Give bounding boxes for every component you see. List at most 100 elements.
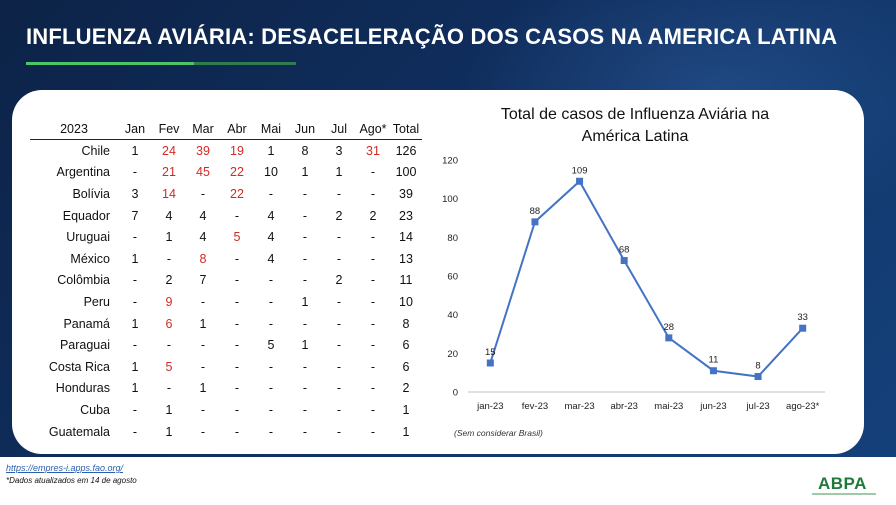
x-tick-label: mar-23	[565, 401, 595, 412]
value-cell: 1	[199, 316, 207, 331]
value-cell: 4	[199, 208, 207, 223]
value-cell: 1	[131, 359, 139, 374]
value-cell: 6	[402, 359, 410, 374]
value-cell: 14	[399, 230, 413, 245]
chart-title-line-1: Total de casos de Influenza Aviária na	[500, 106, 770, 123]
value-cell: 39	[399, 186, 413, 201]
value-cell: 2	[335, 273, 343, 288]
table-header-1: Jan	[118, 118, 152, 140]
table-row: Equador 7 4 4 - 4 - 2 2 23	[30, 205, 422, 227]
value-cell: -	[166, 251, 172, 266]
value-cell: -	[268, 294, 274, 309]
value-cell: -	[370, 338, 376, 353]
value-cell: 23	[399, 208, 413, 223]
value-cell: -	[234, 359, 240, 374]
value-cell: 5	[165, 359, 173, 374]
y-tick-label: 60	[447, 272, 458, 283]
title-underline-highlight	[26, 62, 194, 65]
value-cell: -	[132, 273, 138, 288]
data-point	[576, 177, 584, 185]
table-header-0: 2023	[30, 118, 118, 140]
value-cell: 4	[267, 208, 275, 223]
country-cell: Bolívia	[72, 186, 110, 201]
y-tick-label: 0	[453, 388, 458, 399]
data-label: 33	[797, 312, 808, 323]
value-cell: 1	[301, 338, 309, 353]
table-header-5: Mai	[254, 118, 288, 140]
country-cell: Cuba	[80, 402, 110, 417]
value-cell: 1	[131, 251, 139, 266]
value-cell: -	[370, 251, 376, 266]
value-cell: -	[234, 338, 240, 353]
country-cell: México	[70, 251, 110, 266]
value-cell: -	[336, 402, 342, 417]
value-cell: -	[370, 165, 376, 180]
value-cell: -	[302, 230, 308, 245]
table-row: Uruguai -1 4 5 4- - -14	[30, 226, 422, 248]
value-cell: -	[132, 338, 138, 353]
data-point	[665, 334, 673, 342]
data-label: 8	[755, 361, 760, 372]
cases-table: 2023 Jan Fev Mar Abr Mai Jun Jul Ago* Total Chile…	[30, 118, 422, 442]
value-cell: 1	[301, 294, 309, 309]
value-cell: -	[234, 273, 240, 288]
value-cell: -	[234, 402, 240, 417]
value-cell: 1	[335, 165, 343, 180]
value-cell: -	[302, 424, 308, 439]
value-cell: 6	[402, 338, 410, 353]
value-cell: -	[268, 359, 274, 374]
value-cell: -	[132, 294, 138, 309]
value-cell: -	[234, 316, 240, 331]
data-label: 109	[572, 165, 588, 176]
value-cell: 24	[162, 143, 176, 158]
data-point	[486, 359, 494, 367]
table-row: México 1 - 8 - 4 - - - 13	[30, 248, 422, 270]
table-row: Peru - 9 - - - 1 - - 10	[30, 291, 422, 313]
value-cell: -	[370, 316, 376, 331]
value-cell: -	[336, 316, 342, 331]
country-cell: Chile	[81, 143, 111, 158]
value-cell: 8	[199, 251, 207, 266]
value-cell: -	[200, 338, 206, 353]
value-cell: -	[302, 316, 308, 331]
table-row: Panamá 1 6 1 - - - - - 8	[30, 313, 422, 335]
value-cell: 3	[335, 143, 343, 158]
content-card	[12, 90, 864, 454]
value-cell: -	[302, 273, 308, 288]
country-cell: Honduras	[55, 381, 110, 396]
value-cell: 1	[131, 143, 139, 158]
value-cell: -	[370, 294, 376, 309]
value-cell: 7	[131, 208, 139, 223]
value-cell: -	[132, 230, 138, 245]
value-cell: 7	[199, 273, 207, 288]
value-cell: -	[200, 424, 206, 439]
value-cell: 10	[399, 294, 413, 309]
value-cell: 126	[395, 143, 417, 158]
table-row: Argentina - 21 45 22 10 1 1 - 100	[30, 162, 422, 184]
x-tick-label: ago-23*	[786, 401, 820, 412]
value-cell: 1	[131, 381, 139, 396]
country-cell: Argentina	[56, 165, 110, 180]
value-cell: 14	[162, 186, 176, 201]
x-tick-label: abr-23	[610, 401, 637, 412]
table-header-9: Total	[390, 118, 422, 140]
data-label: 88	[530, 206, 541, 217]
table-header-7: Jul	[322, 118, 356, 140]
value-cell: -	[268, 381, 274, 396]
value-cell: 5	[267, 338, 275, 353]
country-cell: Uruguai	[66, 230, 110, 245]
value-cell: -	[234, 424, 240, 439]
value-cell: 2	[335, 208, 343, 223]
value-cell: -	[370, 381, 376, 396]
value-cell: -	[234, 381, 240, 396]
value-cell: 22	[230, 186, 244, 201]
value-cell: 31	[366, 143, 380, 158]
value-cell: -	[336, 359, 342, 374]
value-cell: -	[336, 251, 342, 266]
source-link[interactable]: https://empres-i.apps.fao.org/	[6, 463, 124, 473]
chart-title-line-2: América Latina	[581, 128, 689, 145]
table-row: Chile 1 24 39 19 1 8 3 31 126	[30, 140, 422, 162]
x-tick-label: fev-23	[522, 401, 548, 412]
value-cell: 1	[165, 230, 173, 245]
country-cell: Panamá	[63, 316, 110, 331]
